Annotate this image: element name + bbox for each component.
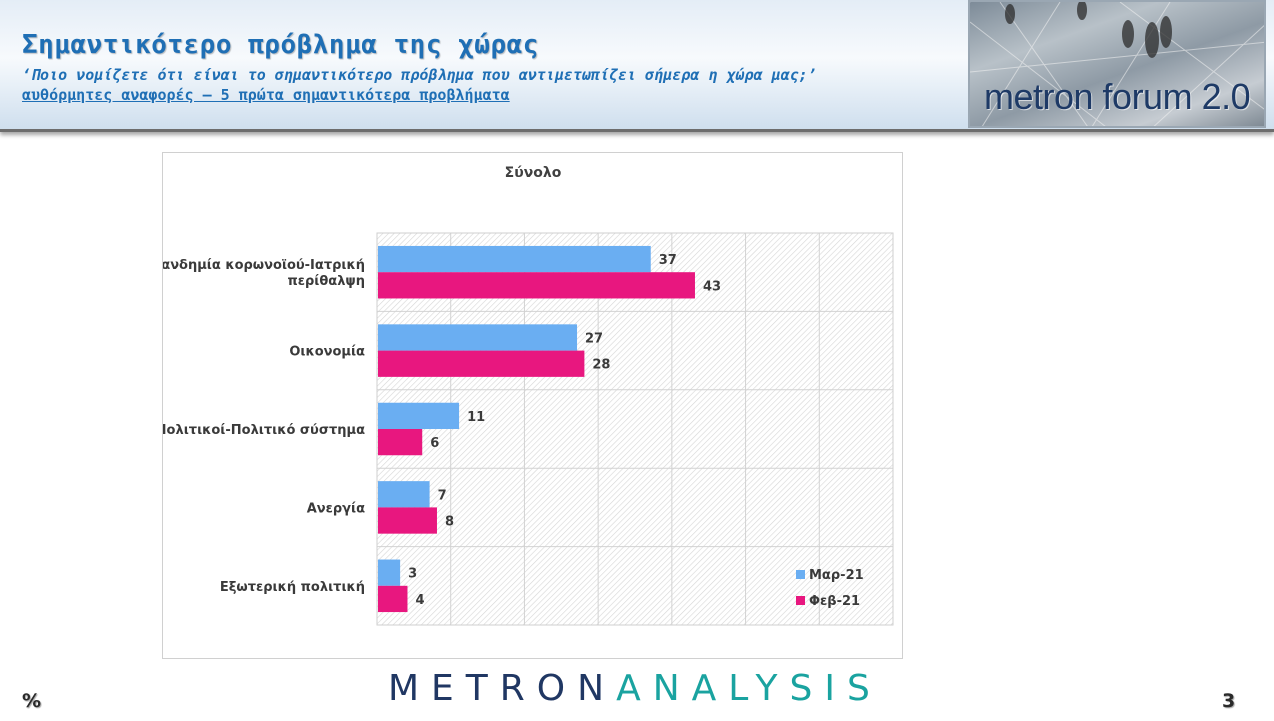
bar-feb21	[378, 350, 585, 377]
category-label: Εξωτερική πολιτική	[220, 580, 365, 595]
bar-feb21	[378, 507, 437, 534]
category-label: Πανδημία κορωνοϊού-Ιατρική	[163, 258, 365, 273]
legend: Μαρ-21 Φεβ-21	[796, 568, 864, 609]
data-label: 11	[467, 410, 485, 425]
percent-label: %	[22, 690, 42, 712]
page-number: 3	[1222, 690, 1236, 712]
category-label: Οικονομία	[289, 345, 365, 360]
brand-metron: METRON	[388, 667, 617, 709]
bar-mar21	[378, 245, 651, 273]
bar-feb21	[378, 585, 408, 613]
bar-feb21	[378, 429, 423, 456]
data-label: 28	[592, 358, 610, 373]
metron-analysis-logo: METRON ANALYSIS	[388, 664, 888, 712]
bar-feb21	[378, 272, 695, 299]
data-label: 4	[415, 593, 424, 608]
logo-background-pattern	[970, 2, 1264, 126]
page-title: Σημαντικότερο πρόβλημα της χώρας	[22, 30, 539, 60]
category-label: Πολιτικοί-Πολιτικό σύστημα	[163, 423, 365, 438]
data-label: 7	[438, 488, 447, 503]
logo-text: metron forum 2.0	[984, 76, 1251, 117]
bar-mar21	[378, 402, 460, 429]
legend-label: Φεβ-21	[809, 594, 860, 609]
data-label: 43	[703, 279, 721, 294]
bar-mar21	[378, 324, 578, 351]
data-label: 27	[585, 331, 603, 346]
legend-label: Μαρ-21	[809, 568, 864, 583]
legend-swatch	[796, 570, 805, 579]
data-label: 6	[430, 436, 439, 451]
data-label: 3	[408, 567, 417, 582]
legend-swatch	[796, 596, 805, 605]
metron-forum-logo: metron forum 2.0	[968, 0, 1266, 128]
mentions-subtitle: αυθόρμητες αναφορές – 5 πρώτα σημαντικότ…	[22, 86, 510, 104]
brand-analysis: ANALYSIS	[616, 667, 882, 709]
header-banner: Σημαντικότερο πρόβλημα της χώρας ‘Ποιο ν…	[0, 0, 1274, 132]
question-subtitle: ‘Ποιο νομίζετε ότι είναι το σημαντικότερ…	[22, 66, 817, 84]
category-label: Ανεργία	[307, 501, 365, 516]
bar-mar21	[378, 559, 401, 586]
chart-title: Σύνολο	[505, 165, 562, 181]
data-label: 8	[445, 515, 454, 530]
data-labels: 37 43 27 28 11 6 7 8 3 4	[408, 253, 721, 608]
chart-frame: Σύνολο 37 43 27 28 11 6 7 8 3 4 Πανδημία κορωνοϊο…	[162, 152, 903, 659]
bar-mar21	[378, 481, 430, 508]
category-label: περίθαλψη	[287, 274, 365, 289]
bar-chart: Σύνολο 37 43 27 28 11 6 7 8 3 4 Πανδημία κορωνοϊο…	[163, 165, 894, 626]
bars	[378, 245, 695, 613]
data-label: 37	[659, 253, 677, 268]
header-text-block: Σημαντικότερο πρόβλημα της χώρας ‘Ποιο ν…	[22, 30, 952, 104]
